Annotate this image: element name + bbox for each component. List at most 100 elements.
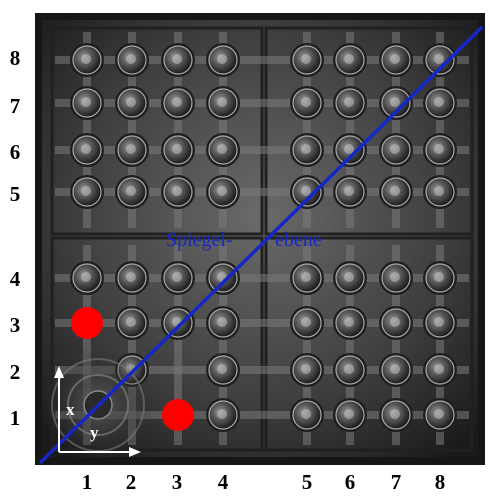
red-markers [71,307,194,431]
red-dot-col1-row3 [71,307,103,339]
rib-col-bottom-1 [83,245,91,445]
well-c3-r6 [161,133,195,167]
well-c5-r4 [290,261,324,295]
well-c2-r6 [115,133,149,167]
well-c5-r7 [290,86,324,120]
well-c2-r8 [115,43,149,77]
tray-quadrants [50,26,474,452]
rib-row-5 [55,188,469,196]
well-c8-r7 [423,86,457,120]
well-c5-r6 [290,133,324,167]
mirror-label-left: Spiegel- [166,229,233,251]
well-c7-r6 [379,133,413,167]
well-c7-r8 [379,43,413,77]
well-c4-r4 [206,261,240,295]
well-c7-r2 [379,353,413,387]
rib-col-bottom-5 [303,245,311,445]
rib-col-top-7 [392,32,400,228]
well-c8-r4 [423,261,457,295]
rib-row-3 [55,319,469,327]
well-c3-r8 [161,43,195,77]
well-c3-r4 [161,261,195,295]
quadrant-panel-1 [50,26,264,236]
well-c8-r5 [423,175,457,209]
x-axis-label: x [66,400,75,419]
well-c6-r1 [333,398,367,432]
well-c5-r8 [290,43,324,77]
well-c5-r2 [290,353,324,387]
well-c3-r5 [161,175,195,209]
well-c8-r6 [423,133,457,167]
y-arrow-head-icon [129,447,141,457]
rib-col-top-6 [346,32,354,228]
well-c3-r7 [161,86,195,120]
well-c1-r8 [70,43,104,77]
rib-col-bottom-3 [174,245,182,445]
row-label-3: 3 [9,313,21,337]
well-c4-r5 [206,175,240,209]
wells-grid [70,43,457,432]
quadrant-panel-2 [264,26,474,236]
well-c8-r8 [423,43,457,77]
well-c8-r3 [423,306,457,340]
col-label-5: 5 [301,470,313,494]
well-c4-r6 [206,133,240,167]
col-label-8: 8 [434,470,446,494]
well-c6-r4 [333,261,367,295]
y-axis-label: y [90,423,99,442]
well-c5-r3 [290,306,324,340]
rib-row-4 [55,274,469,282]
quadrant-panel-3 [50,236,264,452]
col-label-7: 7 [390,470,402,494]
col-label-4: 4 [217,470,229,494]
well-c4-r7 [206,86,240,120]
rib-col-top-4 [219,32,227,228]
row-label-4: 4 [9,267,21,291]
mirror-plane-line [38,25,484,465]
well-c7-r7 [379,86,413,120]
well-c6-r8 [333,43,367,77]
well-c7-r4 [379,261,413,295]
quadrant-panel-4 [264,236,474,452]
well-c1-r4 [70,261,104,295]
well-c3-r3 [161,306,195,340]
well-c4-r1 [206,398,240,432]
rib-col-bottom-7 [392,245,400,445]
well-c2-r7 [115,86,149,120]
well-c2-r4 [115,261,149,295]
col-label-6: 6 [344,470,356,494]
rib-row-6 [55,146,469,154]
rib-row-8 [55,56,469,64]
rib-col-bottom-4 [219,245,227,445]
grid-ribs [55,32,469,445]
col-label-3: 3 [171,470,183,494]
x-arrow-head-icon [54,366,64,378]
rib-col-top-2 [128,32,136,228]
well-c1-r5 [70,175,104,209]
rib-col-top-1 [83,32,91,228]
mirror-label-right: ebene [275,229,322,251]
well-c1-r7 [70,86,104,120]
col-label-1: 1 [81,470,93,494]
well-c8-r2 [423,353,457,387]
well-c6-r7 [333,86,367,120]
rib-col-top-8 [436,32,444,228]
row-label-7: 7 [9,94,21,118]
rib-row-2 [55,366,469,374]
col-label-2: 2 [125,470,137,494]
well-c4-r3 [206,306,240,340]
rib-col-bottom-8 [436,245,444,445]
well-c6-r5 [333,175,367,209]
well-c4-r2 [206,353,240,387]
rib-row-7 [55,99,469,107]
well-c1-r6 [70,133,104,167]
well-c5-r1 [290,398,324,432]
red-dot-col3-row1 [162,399,194,431]
rib-col-top-3 [174,32,182,228]
rib-col-bottom-6 [346,245,354,445]
well-c2-r5 [115,175,149,209]
row-label-5: 5 [9,182,21,206]
row-label-1: 1 [9,406,21,430]
